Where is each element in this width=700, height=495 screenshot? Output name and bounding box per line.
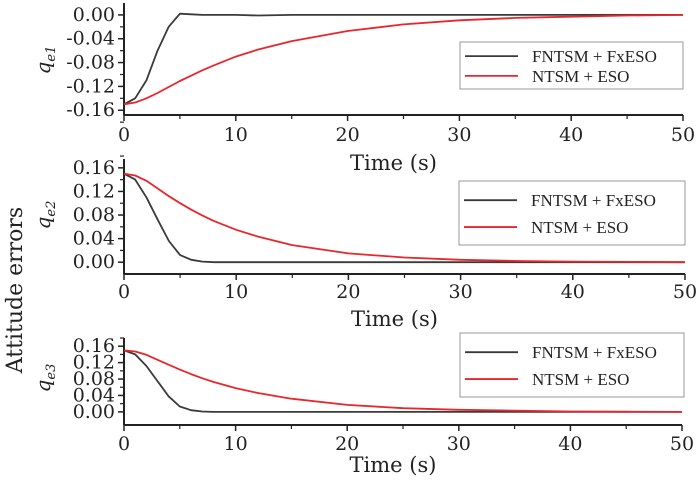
- series-line-fntsm-fxeso: [123, 12, 683, 106]
- x-tick-label: 40: [558, 433, 582, 455]
- y-label-main: q: [31, 217, 55, 230]
- y-tick-label: 0.04: [73, 384, 115, 406]
- x-tick-label: 20: [336, 124, 360, 146]
- x-tick-label: 0: [118, 281, 130, 303]
- y-label-main: q: [31, 62, 55, 75]
- legend-label: FNTSM + FxESO: [532, 47, 657, 66]
- subplot-y-label: qe3: [31, 364, 59, 393]
- legend-label: FNTSM + FxESO: [531, 191, 656, 210]
- x-axis-label: Time (s): [351, 307, 438, 331]
- legend: FNTSM + FxESO NTSM + ESO: [458, 180, 686, 246]
- y-tick-label: 0.04: [73, 228, 115, 250]
- y-label-subscript: e3: [44, 364, 59, 380]
- y-tick-label: 0.00: [73, 251, 115, 273]
- y-tick-label: 0.16: [73, 335, 115, 357]
- x-tick-label: 50: [673, 281, 697, 303]
- legend-label: FNTSM + FxESO: [532, 343, 657, 362]
- x-tick-label: 0: [118, 124, 130, 146]
- y-tick-label: 0.16: [73, 157, 115, 179]
- subplot-3: 0 10 20 30 40 50 0.160.120.080.040.00 Time (s) q…: [31, 332, 694, 477]
- x-axis-label: Time (s): [350, 453, 437, 477]
- y-axis-main-label: Attitude errors: [3, 207, 28, 374]
- x-tick-label: 20: [336, 281, 360, 303]
- x-tick-label: 10: [224, 433, 248, 455]
- series-line-fntsm-fxeso: [123, 172, 685, 264]
- x-tick-label: 10: [224, 281, 248, 303]
- y-tick-label: 0.08: [73, 204, 115, 226]
- x-tick-label: 0: [118, 433, 130, 455]
- legend-box: [459, 332, 685, 398]
- legend-box: [459, 41, 684, 90]
- subplot-1: 0 10 20 30 40 50 0.00-0.04-0.08-0.12-0.16 Time …: [31, 3, 695, 175]
- x-tick-label: 20: [335, 433, 359, 455]
- y-tick-label: -0.08: [66, 52, 115, 74]
- legend-box: [458, 180, 686, 246]
- y-tick-label: 0.08: [73, 368, 115, 390]
- y-label-subscript: e1: [44, 46, 59, 62]
- y-tick-label: 0.00: [73, 401, 115, 423]
- x-tick-label: 30: [449, 281, 473, 303]
- y-tick-label: -0.04: [66, 28, 115, 50]
- y-tick-label: -0.12: [66, 75, 115, 97]
- y-label-main: q: [31, 380, 55, 393]
- legend-label: NTSM + ESO: [531, 218, 628, 237]
- x-tick-label: 30: [447, 124, 471, 146]
- subplot-2: 0 10 20 30 40 50 0.160.120.080.040.00 Time (s) q…: [31, 155, 697, 331]
- x-tick-label: 50: [671, 124, 695, 146]
- y-tick-label: -0.16: [66, 99, 115, 121]
- y-label-subscript: e2: [44, 201, 59, 217]
- y-tick-label: 0.12: [73, 352, 115, 374]
- series-line-ntsm-eso: [123, 14, 684, 106]
- legend: FNTSM + FxESO NTSM + ESO: [459, 332, 685, 398]
- y-tick-label: 0.00: [73, 4, 115, 26]
- x-tick-label: 30: [447, 433, 471, 455]
- x-axis-label: Time (s): [350, 151, 437, 175]
- legend-label: NTSM + ESO: [532, 67, 629, 86]
- series-line-ntsm-eso: [123, 172, 686, 264]
- x-tick-label: 40: [561, 281, 585, 303]
- series-line-ntsm-eso: [123, 349, 683, 413]
- x-tick-label: 40: [559, 124, 583, 146]
- series-line-fntsm-fxeso: [123, 349, 682, 413]
- subplot-y-label: qe1: [31, 46, 59, 75]
- x-tick-label: 10: [224, 124, 248, 146]
- legend-label: NTSM + ESO: [532, 370, 629, 389]
- x-tick-label: 50: [670, 433, 694, 455]
- y-tick-label: 0.12: [73, 180, 115, 202]
- subplot-y-label: qe2: [31, 201, 59, 230]
